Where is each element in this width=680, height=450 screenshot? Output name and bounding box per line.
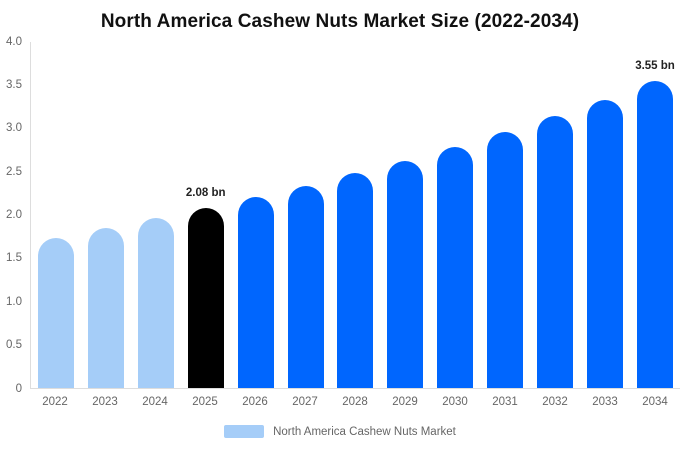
x-tick-label-2028: 2028 <box>342 396 368 408</box>
x-tick-label-2025: 2025 <box>192 396 218 408</box>
bar-2025 <box>187 208 224 388</box>
x-tick-label-2032: 2032 <box>542 396 568 408</box>
bar-2027 <box>287 185 324 388</box>
x-tick-label-2023: 2023 <box>92 396 118 408</box>
bar-2026 <box>237 196 274 388</box>
bar-slot-2022 <box>31 42 81 388</box>
bar-slot-2034: 3.55 bn <box>630 42 680 388</box>
y-tick-label: 3.5 <box>6 78 22 91</box>
legend: North America Cashew Nuts Market <box>0 425 680 438</box>
x-tick-label-2029: 2029 <box>392 396 418 408</box>
x-tick-label-2034: 2034 <box>642 396 668 408</box>
bar-slot-2031 <box>480 42 530 388</box>
bar-value-label-2034: 3.55 bn <box>635 59 675 72</box>
bar-2034 <box>637 80 674 388</box>
y-tick-label: 2.0 <box>6 209 22 221</box>
bar-2029 <box>387 160 424 388</box>
plot-area: 2.08 bn 3.55 bn <box>30 42 680 389</box>
chart-title: North America Cashew Nuts Market Size (2… <box>100 11 580 32</box>
y-tick-label: 1.0 <box>6 295 22 308</box>
bar-2028 <box>337 173 374 388</box>
bar-slot-2029 <box>380 42 430 388</box>
x-tick-label-2033: 2033 <box>592 396 618 408</box>
bar-2024 <box>137 218 174 388</box>
bar-slot-2023 <box>81 42 131 388</box>
y-tick-label: 1.5 <box>6 252 22 265</box>
bar-2031 <box>487 131 524 388</box>
legend-label: North America Cashew Nuts Market <box>273 425 456 438</box>
bar-slot-2026 <box>231 42 281 388</box>
legend-swatch <box>224 425 265 438</box>
bar-2023 <box>87 227 124 388</box>
bar-slot-2028 <box>331 42 381 388</box>
bar-2032 <box>537 116 574 388</box>
bar-value-label-2025: 2.08 bn <box>185 187 226 200</box>
x-tick-label-2030: 2030 <box>442 396 468 408</box>
bar-slot-2024 <box>131 42 181 388</box>
bar-slot-2027 <box>281 42 331 388</box>
y-tick-label: 3.0 <box>6 122 22 135</box>
x-tick-label-2031: 2031 <box>492 396 518 408</box>
bar-2022 <box>37 237 74 388</box>
y-tick-label: 0 <box>15 382 22 395</box>
bars-row: 2.08 bn 3.55 bn <box>31 42 680 388</box>
x-tick-label-2026: 2026 <box>242 396 268 408</box>
bar-2033 <box>587 99 624 388</box>
x-tick-label-2027: 2027 <box>292 396 318 408</box>
y-tick-label: 0.5 <box>6 339 22 352</box>
bar-slot-2030 <box>430 42 480 388</box>
x-tick-label-2022: 2022 <box>42 396 68 408</box>
bar-2030 <box>437 146 474 388</box>
y-tick-label: 2.5 <box>6 165 22 178</box>
y-axis: 4.0 3.5 3.0 2.5 2.0 1.5 1.0 0.5 0 <box>0 36 25 395</box>
y-tick-label: 4.0 <box>6 35 22 48</box>
bar-slot-2025: 2.08 bn <box>181 42 231 388</box>
bar-slot-2033 <box>580 42 630 388</box>
x-axis: 2022 2023 2024 2025 2026 2027 2028 2029 2030 2031… <box>30 396 680 408</box>
bar-slot-2032 <box>530 42 580 388</box>
x-tick-label-2024: 2024 <box>142 396 168 408</box>
